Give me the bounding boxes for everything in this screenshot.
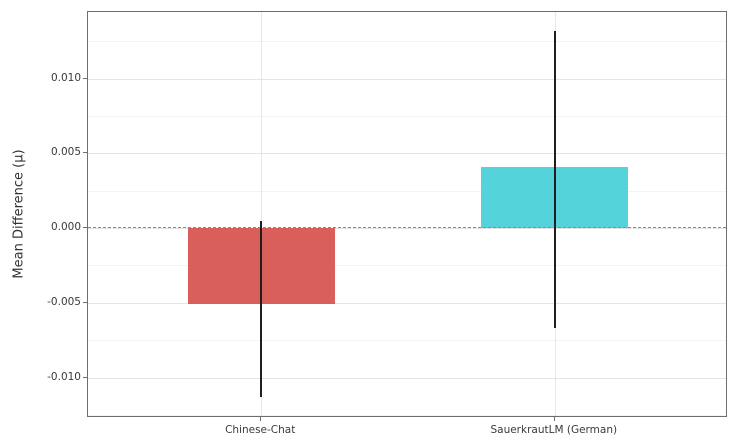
x-category-label: SauerkrautLM (German) [490, 424, 618, 436]
y-tick-label: -0.005 [47, 295, 81, 308]
y-tick-label: 0.000 [50, 221, 81, 234]
error-bar [553, 30, 556, 329]
major-gridline [88, 228, 726, 230]
major-gridline [88, 78, 726, 80]
zero-reference-line [88, 227, 726, 229]
x-tick-mark [553, 417, 555, 421]
x-category-label: Chinese-Chat [225, 424, 296, 436]
minor-gridline [88, 115, 726, 117]
y-tick-label: 0.005 [50, 146, 81, 159]
minor-gridline [88, 41, 726, 43]
y-tick-mark [83, 77, 87, 79]
minor-gridline [88, 415, 726, 416]
y-axis-label: Mean Difference (μ) [11, 149, 27, 279]
x-tick-mark [260, 417, 262, 421]
major-gridline [88, 153, 726, 155]
minor-gridline [88, 340, 726, 342]
major-gridline [88, 377, 726, 379]
y-tick-mark [83, 376, 87, 378]
y-tick-label: -0.010 [47, 370, 81, 383]
y-tick-mark [83, 227, 87, 229]
plot-area [87, 11, 727, 417]
category-gridline [261, 12, 263, 416]
error-bar [260, 220, 263, 398]
y-tick-label: 0.010 [50, 71, 81, 84]
y-tick-mark [83, 301, 87, 303]
minor-gridline [88, 265, 726, 267]
major-gridline [88, 302, 726, 304]
minor-gridline [88, 190, 726, 192]
y-tick-mark [83, 152, 87, 154]
